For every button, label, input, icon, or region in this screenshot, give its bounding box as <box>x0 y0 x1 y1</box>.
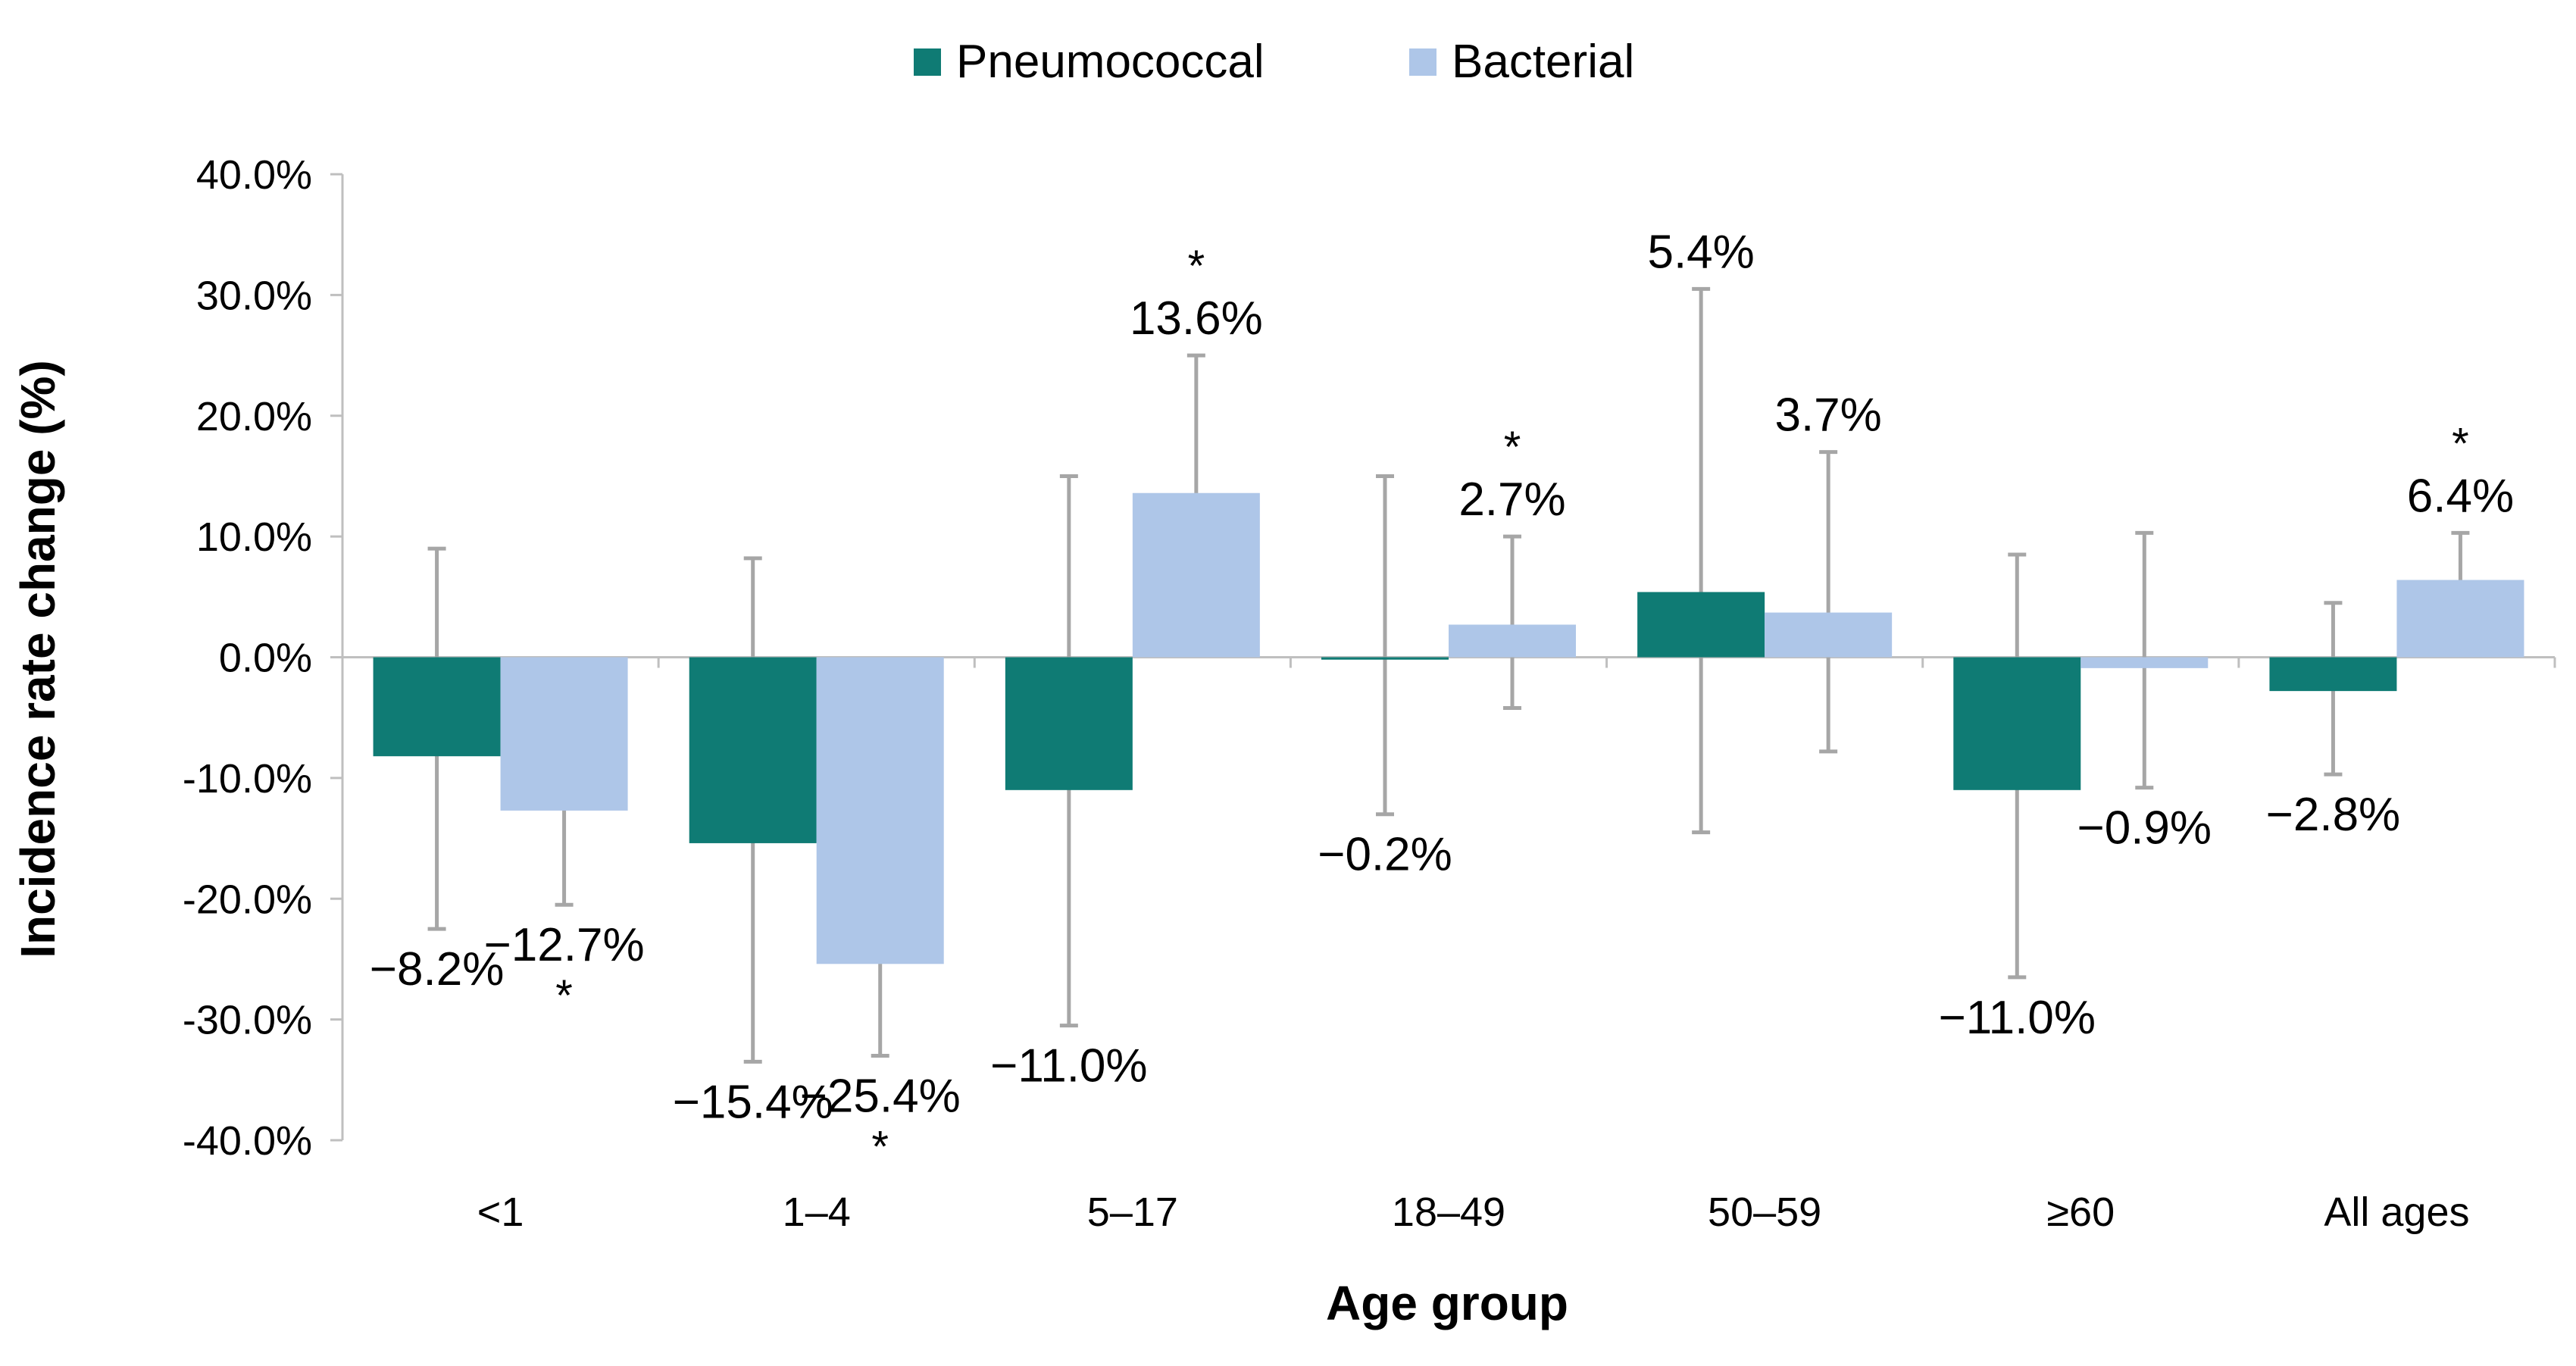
category-label: 18–49 <box>1392 1189 1505 1235</box>
category-label: ≥60 <box>2046 1189 2115 1235</box>
category-label: 50–59 <box>1708 1189 1821 1235</box>
category-label: 1–4 <box>783 1189 851 1235</box>
y-tick-label: -40.0% <box>183 1118 312 1164</box>
y-tick-label: -10.0% <box>183 756 312 802</box>
legend-label-bacterial: Bacterial <box>1452 36 1634 88</box>
data-label: 13.6% <box>1130 292 1263 345</box>
y-axis-title: Incidence rate change (%) <box>11 360 65 958</box>
bar-pneumococcal-3 <box>1321 657 1449 660</box>
bars <box>373 492 2524 964</box>
y-tick-label: 30.0% <box>196 273 312 318</box>
y-tick-label: 0.0% <box>219 636 312 681</box>
bar-pneumococcal-0 <box>373 657 501 757</box>
category-label: 5–17 <box>1087 1189 1178 1235</box>
data-label: 3.7% <box>1774 389 1881 442</box>
data-label: −12.7% <box>484 919 645 971</box>
y-tick-label: 10.0% <box>196 514 312 560</box>
legend-swatch-pneumococcal <box>914 48 941 76</box>
x-axis-title: Age group <box>1326 1276 1568 1330</box>
significance-star: * <box>2452 419 2469 468</box>
data-labels: −8.2% −15.4% −11.0% −0.2% 5.4% −11.0% −2.8% −12… <box>370 226 2514 1171</box>
legend-swatch-bacterial <box>1409 48 1436 76</box>
bar-bacterial-6 <box>2396 580 2524 658</box>
data-label: −11.0% <box>990 1040 1147 1092</box>
bar-pneumococcal-5 <box>1953 657 2081 790</box>
data-label: −25.4% <box>800 1070 961 1122</box>
significance-star: * <box>1188 242 1205 291</box>
y-tick-label: -20.0% <box>183 877 312 922</box>
bar-pneumococcal-4 <box>1637 592 1765 658</box>
bar-bacterial-1 <box>816 657 944 964</box>
significance-star: * <box>1504 423 1521 472</box>
data-label: 5.4% <box>1647 226 1754 278</box>
data-label: −0.2% <box>1318 829 1452 881</box>
data-label: −8.2% <box>370 943 505 996</box>
significance-star: * <box>871 1122 889 1171</box>
data-label: −2.8% <box>2266 789 2401 841</box>
y-axis: -40.0% -30.0% -20.0% -10.0% 0.0% 10.0% 20.0% 30… <box>183 152 344 1164</box>
data-label: −11.0% <box>1939 992 2096 1044</box>
legend: Pneumococcal Bacterial <box>914 36 1634 88</box>
bar-bacterial-3 <box>1449 624 1576 658</box>
bar-pneumococcal-6 <box>2269 657 2397 692</box>
bar-bacterial-0 <box>500 657 628 811</box>
category-label: All ages <box>2324 1189 2469 1235</box>
data-label: −15.4% <box>673 1076 833 1128</box>
data-label: 6.4% <box>2407 470 2514 522</box>
data-label: 2.7% <box>1458 474 1565 526</box>
y-tick-label: 40.0% <box>196 152 312 198</box>
y-tick-label: -30.0% <box>183 998 312 1043</box>
bar-pneumococcal-2 <box>1005 657 1133 790</box>
x-axis: <1 1–4 5–17 18–49 50–59 ≥60 All ages <box>341 656 2556 1235</box>
bar-bacterial-5 <box>2080 657 2209 668</box>
bar-bacterial-2 <box>1132 492 1260 658</box>
legend-label-pneumococcal: Pneumococcal <box>956 36 1265 88</box>
category-label: <1 <box>477 1189 524 1235</box>
bar-pneumococcal-1 <box>689 657 817 843</box>
bar-bacterial-4 <box>1765 612 1893 658</box>
data-label: −0.9% <box>2077 802 2212 855</box>
y-tick-label: 20.0% <box>196 394 312 439</box>
significance-star: * <box>555 971 573 1021</box>
